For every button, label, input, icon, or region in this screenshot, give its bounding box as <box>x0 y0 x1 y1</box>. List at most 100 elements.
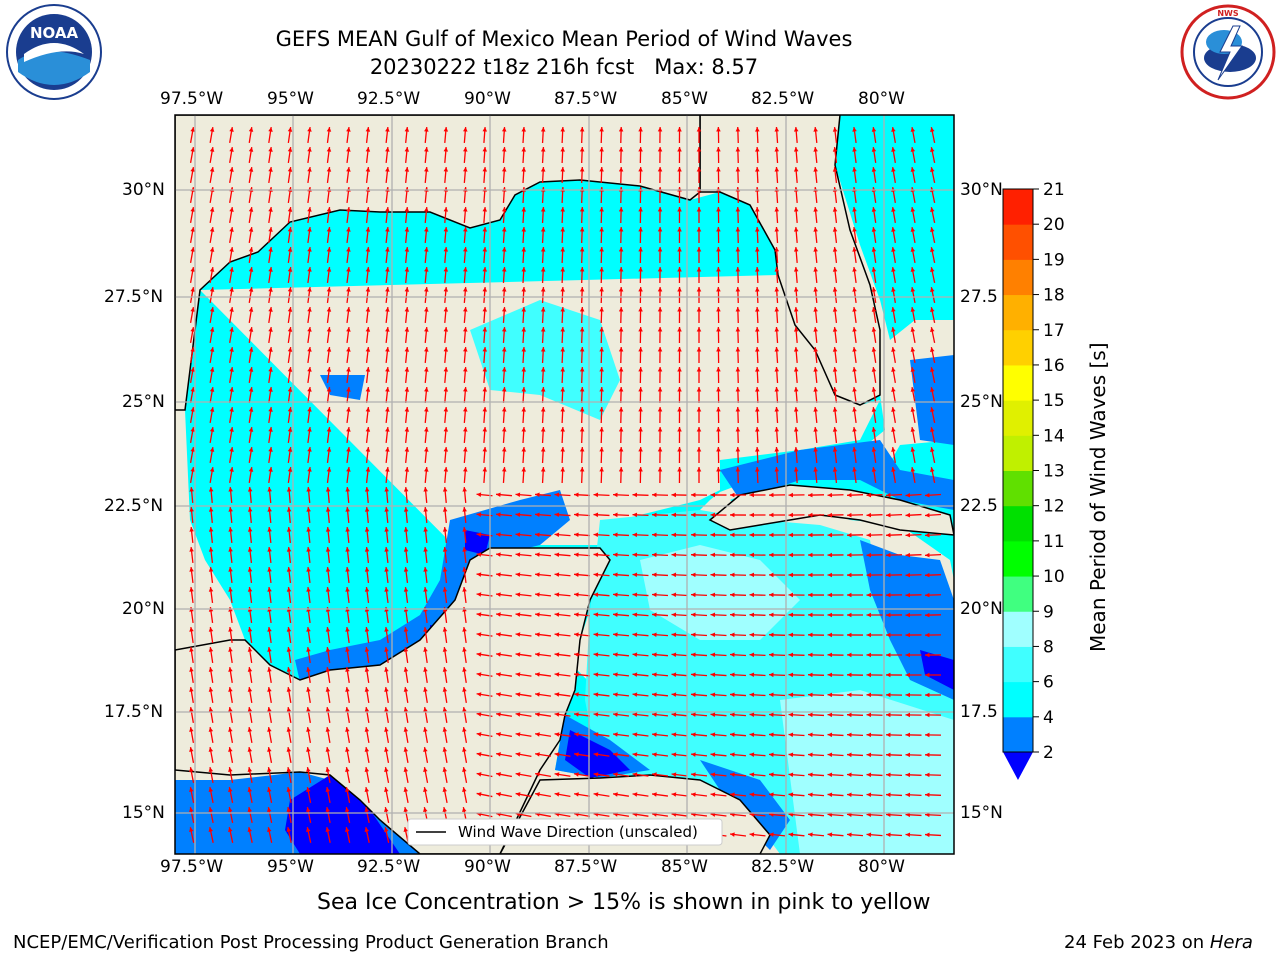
wave-direction-arrowhead <box>346 227 351 232</box>
wave-direction-arrowhead <box>476 672 482 677</box>
wave-direction-arrowhead <box>501 447 507 452</box>
wave-direction-arrowhead <box>793 427 799 432</box>
wave-direction-arrowhead <box>730 552 735 558</box>
wave-direction-arrowhead <box>613 532 618 538</box>
wave-direction-arrowhead <box>521 447 526 452</box>
wave-direction-arrowhead <box>930 347 935 352</box>
wave-direction-arrowhead <box>189 827 194 833</box>
wave-direction-arrowhead <box>910 347 916 352</box>
wave-direction-arrowhead <box>769 792 774 797</box>
wave-direction-arrowhead <box>286 747 292 752</box>
lon-tick-bottom: 80°W <box>858 857 905 877</box>
wave-direction-arrowhead <box>710 492 715 498</box>
wave-direction-arrowhead <box>657 367 663 372</box>
wave-direction-arrowhead <box>769 752 774 757</box>
wave-direction-arrowhead <box>710 672 716 678</box>
wave-direction-arrowhead <box>540 167 546 172</box>
wave-direction-arrowhead <box>788 832 794 837</box>
wave-direction-arrowhead <box>788 612 794 618</box>
wave-direction-arrowhead <box>852 447 857 452</box>
wave-direction-arrowhead <box>384 767 389 772</box>
wave-direction-arrowhead <box>618 367 624 372</box>
wave-direction-arrowhead <box>632 692 638 697</box>
wave-direction-arrowhead <box>267 527 272 532</box>
wave-direction-arrowhead <box>229 427 234 432</box>
wave-direction-arrowhead <box>482 307 488 312</box>
wave-direction-arrowhead <box>286 647 292 652</box>
wave-direction-arrowhead <box>613 572 618 578</box>
wave-direction-arrowhead <box>560 207 565 212</box>
wave-direction-arrowhead <box>593 632 599 637</box>
wave-direction-arrowhead <box>677 347 682 352</box>
wave-direction-arrowhead <box>710 612 716 618</box>
wave-direction-arrowhead <box>716 227 721 232</box>
wave-direction-arrowhead <box>228 827 233 833</box>
wave-direction-arrowhead <box>463 427 468 432</box>
wave-direction-arrowhead <box>574 552 579 557</box>
wave-direction-arrowhead <box>735 427 741 432</box>
wave-direction-arrowhead <box>307 387 312 392</box>
wave-direction-arrowhead <box>287 307 293 312</box>
wave-direction-arrowhead <box>286 527 292 532</box>
wave-direction-arrowhead <box>671 792 677 797</box>
wave-direction-arrowhead <box>827 792 833 798</box>
wave-direction-arrowhead <box>793 227 799 232</box>
wave-direction-arrowhead <box>827 692 833 698</box>
wave-direction-arrowhead <box>638 147 643 152</box>
wave-direction-arrowhead <box>871 147 877 152</box>
wave-direction-arrowhead <box>535 592 540 597</box>
wave-direction-arrowhead <box>424 227 429 232</box>
wave-direction-arrowhead <box>521 167 526 172</box>
sea-region-2-4 <box>175 355 954 854</box>
wave-direction-arrowhead <box>442 767 448 772</box>
wave-direction-arrowhead <box>482 447 488 452</box>
wave-direction-arrowhead <box>209 167 215 172</box>
wave-direction-arrowhead <box>560 247 565 252</box>
wave-direction-arrowhead <box>832 407 838 412</box>
wave-direction-arrowhead <box>515 692 521 697</box>
colorbar-block <box>1003 294 1033 331</box>
wave-direction-arrowhead <box>716 347 721 352</box>
wave-direction-arrowhead <box>476 532 482 537</box>
wave-direction-arrowhead <box>267 747 272 752</box>
wave-direction-arrowhead <box>886 712 891 718</box>
wave-direction-arrowhead <box>769 652 774 658</box>
wave-direction-arrowhead <box>710 592 716 598</box>
wave-direction-arrowhead <box>364 687 370 692</box>
wave-direction-arrowhead <box>769 492 774 498</box>
wave-direction-arrowhead <box>716 127 721 132</box>
lat-tick-left: 20°N <box>122 599 165 619</box>
wave-direction-arrowhead <box>866 672 871 678</box>
wave-direction-arrowhead <box>385 367 390 372</box>
wave-direction-arrowhead <box>443 347 449 352</box>
wave-direction-arrowhead <box>267 787 272 792</box>
wave-direction-arrowhead <box>866 752 872 758</box>
wave-direction-arrowhead <box>535 772 540 777</box>
wave-direction-arrowhead <box>696 407 702 412</box>
wave-direction-arrowhead <box>345 487 350 492</box>
wave-direction-arrowhead <box>716 267 721 272</box>
wave-direction-arrowhead <box>286 707 292 712</box>
wave-direction-arrowhead <box>287 467 293 472</box>
wave-direction-arrowhead <box>540 387 546 392</box>
wave-direction-arrowhead <box>632 712 638 717</box>
colorbar-block <box>1003 435 1033 471</box>
wave-direction-arrowhead <box>599 147 604 152</box>
colorbar-label: Mean Period of Wind Waves [s] <box>1086 342 1110 652</box>
wave-direction-arrowhead <box>306 567 311 572</box>
wave-direction-arrowhead <box>827 532 832 538</box>
wave-direction-arrowhead <box>560 447 565 452</box>
wave-direction-arrowhead <box>521 247 526 252</box>
wave-direction-arrowhead <box>593 672 599 677</box>
wave-direction-arrowhead <box>307 427 312 432</box>
wave-direction-arrowhead <box>267 547 272 552</box>
wave-direction-arrowhead <box>847 632 852 638</box>
wave-direction-arrowhead <box>808 772 813 778</box>
wave-direction-arrowhead <box>930 227 935 232</box>
wave-direction-arrowhead <box>730 512 735 518</box>
wave-direction-arrowhead <box>521 127 526 132</box>
wave-direction-arrowhead <box>228 567 233 572</box>
lat-tick-left: 30°N <box>122 180 165 200</box>
wave-direction-arrowhead <box>307 327 312 332</box>
wave-direction-arrowhead <box>307 307 312 312</box>
